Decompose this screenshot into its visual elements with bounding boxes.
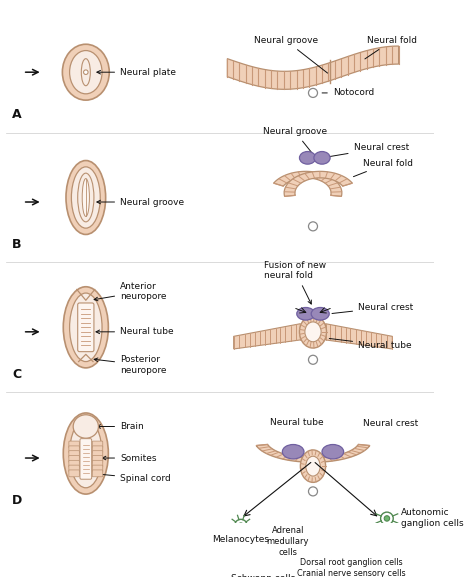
FancyBboxPatch shape bbox=[69, 470, 79, 477]
Text: Dorsal root ganglion cells
Cranial nerve sensory cells: Dorsal root ganglion cells Cranial nerve… bbox=[297, 558, 405, 577]
Circle shape bbox=[384, 516, 390, 521]
Circle shape bbox=[238, 523, 244, 529]
Text: Neural tube: Neural tube bbox=[329, 339, 412, 350]
FancyBboxPatch shape bbox=[92, 465, 103, 472]
Text: Spinal cord: Spinal cord bbox=[95, 473, 171, 484]
FancyBboxPatch shape bbox=[92, 455, 103, 462]
FancyBboxPatch shape bbox=[92, 441, 103, 448]
Ellipse shape bbox=[73, 415, 99, 438]
Ellipse shape bbox=[63, 44, 109, 100]
Circle shape bbox=[83, 70, 88, 74]
Ellipse shape bbox=[301, 450, 326, 482]
Text: Neural crest: Neural crest bbox=[325, 144, 409, 158]
Ellipse shape bbox=[78, 173, 94, 222]
Ellipse shape bbox=[297, 308, 315, 320]
FancyBboxPatch shape bbox=[69, 460, 79, 467]
Ellipse shape bbox=[82, 178, 90, 216]
Ellipse shape bbox=[254, 561, 273, 571]
Text: Brain: Brain bbox=[97, 422, 144, 431]
FancyBboxPatch shape bbox=[69, 441, 79, 448]
Text: Neural groove: Neural groove bbox=[263, 127, 327, 152]
Circle shape bbox=[309, 355, 318, 364]
FancyBboxPatch shape bbox=[92, 446, 103, 453]
Text: Neural crest: Neural crest bbox=[332, 303, 413, 313]
Text: A: A bbox=[12, 108, 21, 121]
FancyBboxPatch shape bbox=[92, 470, 103, 477]
Polygon shape bbox=[273, 171, 342, 196]
Polygon shape bbox=[326, 324, 392, 349]
Ellipse shape bbox=[72, 167, 100, 228]
Ellipse shape bbox=[311, 308, 329, 320]
Polygon shape bbox=[284, 171, 352, 196]
Ellipse shape bbox=[70, 51, 102, 94]
Ellipse shape bbox=[283, 444, 304, 459]
Circle shape bbox=[280, 533, 292, 545]
Ellipse shape bbox=[314, 152, 330, 164]
Text: Melanocytes: Melanocytes bbox=[212, 535, 269, 544]
FancyBboxPatch shape bbox=[78, 303, 94, 351]
Text: Neural groove: Neural groove bbox=[254, 36, 328, 73]
Ellipse shape bbox=[64, 413, 109, 494]
Circle shape bbox=[235, 519, 247, 532]
Text: B: B bbox=[12, 238, 21, 251]
Circle shape bbox=[381, 512, 393, 524]
Circle shape bbox=[309, 222, 318, 231]
Ellipse shape bbox=[66, 160, 106, 234]
Text: Adrenal
medullary
cells: Adrenal medullary cells bbox=[266, 526, 309, 557]
Text: Neural fold: Neural fold bbox=[354, 159, 412, 177]
Text: Notocord: Notocord bbox=[322, 88, 374, 98]
Ellipse shape bbox=[82, 59, 91, 86]
Circle shape bbox=[347, 556, 355, 564]
Circle shape bbox=[344, 553, 358, 567]
Text: Somites: Somites bbox=[102, 454, 156, 463]
Polygon shape bbox=[228, 46, 399, 89]
FancyBboxPatch shape bbox=[80, 439, 91, 479]
Text: Anterior
neuropore: Anterior neuropore bbox=[94, 282, 166, 301]
Ellipse shape bbox=[300, 316, 327, 348]
FancyBboxPatch shape bbox=[69, 455, 79, 462]
FancyBboxPatch shape bbox=[92, 451, 103, 458]
Text: Autonomic
ganglion cells: Autonomic ganglion cells bbox=[401, 508, 464, 529]
Ellipse shape bbox=[70, 419, 102, 488]
Text: Fusion of new
neural fold: Fusion of new neural fold bbox=[264, 261, 326, 304]
Text: Neural plate: Neural plate bbox=[97, 68, 176, 77]
FancyBboxPatch shape bbox=[69, 451, 79, 458]
Text: Neural tube: Neural tube bbox=[270, 418, 324, 426]
Text: Neural fold: Neural fold bbox=[365, 36, 417, 59]
Text: Schwann cells: Schwann cells bbox=[231, 574, 295, 577]
Ellipse shape bbox=[300, 152, 316, 164]
FancyBboxPatch shape bbox=[69, 465, 79, 472]
Text: C: C bbox=[12, 368, 21, 381]
Text: Neural crest: Neural crest bbox=[363, 419, 418, 429]
Polygon shape bbox=[256, 444, 370, 462]
Text: D: D bbox=[12, 494, 22, 507]
Ellipse shape bbox=[305, 322, 321, 342]
Circle shape bbox=[309, 88, 318, 98]
Ellipse shape bbox=[70, 293, 102, 362]
Text: Posterior
neuropore: Posterior neuropore bbox=[94, 355, 166, 375]
Ellipse shape bbox=[322, 444, 344, 459]
Text: Neural tube: Neural tube bbox=[96, 327, 173, 336]
FancyBboxPatch shape bbox=[69, 446, 79, 453]
Circle shape bbox=[309, 487, 318, 496]
Ellipse shape bbox=[64, 287, 109, 368]
Ellipse shape bbox=[306, 456, 320, 476]
Text: Neural groove: Neural groove bbox=[97, 197, 184, 207]
Polygon shape bbox=[234, 324, 301, 349]
FancyBboxPatch shape bbox=[92, 460, 103, 467]
Circle shape bbox=[283, 537, 289, 542]
